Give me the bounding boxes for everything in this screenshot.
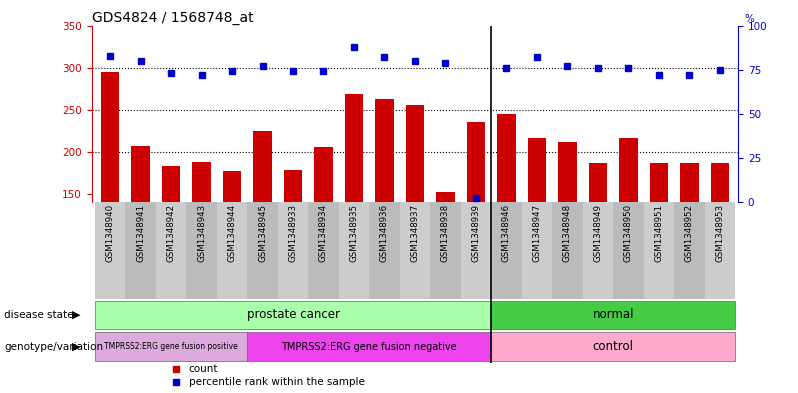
Bar (430, 202, 460, 299)
Text: GSM1348936: GSM1348936 (380, 204, 389, 262)
Bar (644, 202, 674, 299)
Bar (369, 202, 400, 299)
Text: control: control (593, 340, 634, 353)
Bar (247, 202, 278, 299)
Bar (406, 105, 424, 202)
Text: GSM1348949: GSM1348949 (594, 204, 602, 262)
Bar (492, 332, 735, 361)
Bar (278, 202, 308, 299)
Bar (95, 332, 247, 361)
Text: GSM1348942: GSM1348942 (167, 204, 176, 262)
Text: GSM1348945: GSM1348945 (258, 204, 267, 262)
Text: GDS4824 / 1568748_at: GDS4824 / 1568748_at (92, 11, 254, 24)
Text: GSM1348938: GSM1348938 (441, 204, 450, 262)
Bar (284, 170, 302, 202)
Bar (680, 163, 698, 202)
Text: GSM1348944: GSM1348944 (227, 204, 236, 262)
Text: GSM1348953: GSM1348953 (715, 204, 725, 262)
Text: GSM1348934: GSM1348934 (319, 204, 328, 262)
Bar (705, 202, 735, 299)
Bar (186, 202, 217, 299)
Bar (95, 202, 125, 299)
Bar (132, 146, 150, 202)
Bar (619, 138, 638, 202)
Text: prostate cancer: prostate cancer (247, 309, 339, 321)
Bar (650, 163, 668, 202)
Text: GSM1348933: GSM1348933 (289, 204, 298, 262)
Bar (552, 202, 583, 299)
Text: GSM1348937: GSM1348937 (410, 204, 420, 262)
Text: disease state: disease state (4, 310, 73, 320)
Bar (338, 202, 369, 299)
Text: percentile rank within the sample: percentile rank within the sample (189, 377, 365, 387)
Bar (467, 122, 485, 202)
Bar (674, 202, 705, 299)
Bar (375, 99, 393, 202)
Bar (711, 163, 729, 202)
Text: %: % (745, 14, 754, 24)
Text: GSM1348943: GSM1348943 (197, 204, 206, 262)
Bar (162, 166, 180, 202)
Text: GSM1348951: GSM1348951 (654, 204, 663, 262)
Bar (492, 202, 522, 299)
Bar (345, 94, 363, 202)
Text: GSM1348940: GSM1348940 (105, 204, 115, 262)
Bar (217, 202, 247, 299)
Bar (559, 141, 576, 202)
Bar (522, 202, 552, 299)
Text: GSM1348941: GSM1348941 (136, 204, 145, 262)
Text: GSM1348946: GSM1348946 (502, 204, 511, 262)
Bar (400, 202, 430, 299)
Text: GSM1348948: GSM1348948 (563, 204, 572, 262)
Text: ▶: ▶ (72, 342, 80, 352)
Bar (192, 162, 211, 202)
Text: count: count (189, 364, 218, 374)
Bar (223, 171, 241, 202)
Bar (308, 202, 338, 299)
Text: TMPRSS2:ERG gene fusion negative: TMPRSS2:ERG gene fusion negative (282, 342, 457, 352)
Bar (527, 138, 546, 202)
Bar (492, 301, 735, 329)
Text: GSM1348935: GSM1348935 (350, 204, 358, 262)
Text: GSM1348939: GSM1348939 (472, 204, 480, 262)
Bar (125, 202, 156, 299)
Bar (460, 202, 492, 299)
Bar (314, 147, 333, 202)
Text: normal: normal (592, 309, 634, 321)
Bar (583, 202, 613, 299)
Text: ▶: ▶ (72, 310, 80, 320)
Bar (589, 163, 607, 202)
Text: genotype/variation: genotype/variation (4, 342, 103, 352)
Bar (437, 192, 455, 202)
Bar (613, 202, 644, 299)
Text: TMPRSS2:ERG gene fusion positive: TMPRSS2:ERG gene fusion positive (105, 342, 238, 351)
Bar (247, 332, 492, 361)
Text: GSM1348950: GSM1348950 (624, 204, 633, 262)
Text: GSM1348947: GSM1348947 (532, 204, 541, 262)
Bar (497, 114, 516, 202)
Bar (101, 72, 119, 202)
Bar (95, 301, 492, 329)
Bar (156, 202, 186, 299)
Text: GSM1348952: GSM1348952 (685, 204, 694, 262)
Bar (254, 130, 271, 202)
